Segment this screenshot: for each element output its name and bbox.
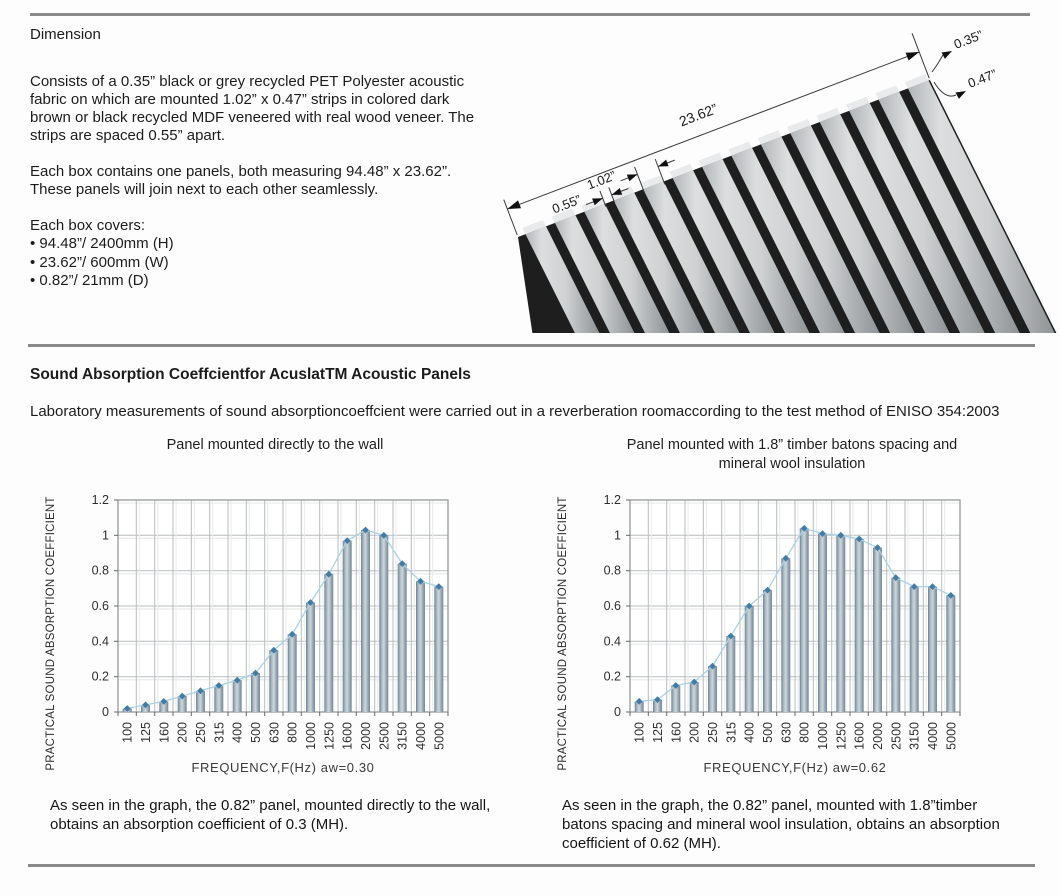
absorption-chart-right: 0 0.2 0.4 0.6 0.8 1 1.2 100 125 160 200 250 315 400 50… bbox=[557, 493, 961, 775]
svg-text:0: 0 bbox=[614, 705, 621, 719]
svg-text:1600: 1600 bbox=[853, 722, 867, 750]
svg-text:4000: 4000 bbox=[414, 722, 428, 750]
svg-text:200: 200 bbox=[688, 722, 702, 743]
caption-left: As seen in the graph, the 0.82” panel, m… bbox=[50, 797, 491, 833]
svg-text:PRACTICAL SOUND ABSORPTION COE: PRACTICAL SOUND ABSORPTION COEFFICIENT bbox=[557, 496, 569, 770]
svg-text:500: 500 bbox=[249, 722, 263, 743]
svg-text:100: 100 bbox=[121, 722, 135, 743]
svg-text:1000: 1000 bbox=[816, 722, 830, 750]
svg-text:5000: 5000 bbox=[432, 722, 446, 750]
svg-text:3150: 3150 bbox=[396, 722, 410, 750]
svg-text:160: 160 bbox=[157, 722, 171, 743]
svg-text:800: 800 bbox=[798, 722, 812, 743]
svg-text:0.4: 0.4 bbox=[604, 634, 621, 648]
svg-text:250: 250 bbox=[194, 722, 208, 743]
svg-text:250: 250 bbox=[706, 722, 720, 743]
svg-text:125: 125 bbox=[651, 722, 665, 743]
svg-text:FREQUENCY,F(Hz) aw=0.30: FREQUENCY,F(Hz) aw=0.30 bbox=[192, 760, 375, 775]
svg-text:0.2: 0.2 bbox=[92, 670, 109, 684]
chart-panel-wall: Panel mounted directly to the wall 0 0.2 0… bbox=[40, 436, 510, 853]
covers-title: Each box covers: bbox=[30, 217, 146, 234]
covers-item: • 94.48”/ 2400mm (H) bbox=[30, 235, 174, 252]
svg-text:315: 315 bbox=[212, 722, 226, 743]
svg-text:0.8: 0.8 bbox=[604, 564, 621, 578]
svg-text:0.35”: 0.35” bbox=[952, 27, 985, 52]
svg-text:630: 630 bbox=[779, 722, 793, 743]
svg-text:0.8: 0.8 bbox=[92, 564, 109, 578]
panel-drawing-svg: 23.62”0.55”1.02”0.35”0.47” bbox=[503, 27, 1057, 333]
covers-item: • 0.82”/ 21mm (D) bbox=[30, 272, 149, 289]
section-divider bbox=[28, 344, 1035, 347]
svg-text:2000: 2000 bbox=[359, 722, 373, 750]
svg-text:100: 100 bbox=[633, 722, 647, 743]
svg-text:315: 315 bbox=[724, 722, 738, 743]
dimension-paragraph-1: Consists of a 0.35” black or grey recycl… bbox=[30, 73, 475, 144]
absorption-chart-left: 0 0.2 0.4 0.6 0.8 1 1.2 100 125 160 200 250 315 400 50… bbox=[45, 493, 449, 775]
svg-text:1: 1 bbox=[614, 528, 621, 542]
absorption-heading: Sound Absorption Coeffcientfor AcuslatTM… bbox=[30, 366, 471, 383]
bottom-divider bbox=[28, 864, 1035, 867]
top-divider bbox=[30, 13, 1030, 16]
chart-title-right: Panel mounted with 1.8” timber batons sp… bbox=[626, 437, 958, 472]
svg-text:500: 500 bbox=[761, 722, 775, 743]
svg-text:1: 1 bbox=[102, 528, 109, 542]
svg-text:5000: 5000 bbox=[944, 722, 958, 750]
dimension-title: Dimension bbox=[30, 26, 101, 43]
svg-text:400: 400 bbox=[743, 722, 757, 743]
svg-text:23.62”: 23.62” bbox=[677, 100, 720, 129]
svg-text:1.02”: 1.02” bbox=[585, 168, 618, 193]
chart-panel-batons: Panel mounted with 1.8” timber batons sp… bbox=[552, 436, 1032, 853]
covers-list: • 94.48”/ 2400mm (H) • 23.62”/ 600mm (W)… bbox=[30, 235, 488, 291]
covers-item: • 23.62”/ 600mm (W) bbox=[30, 253, 169, 271]
svg-text:0.6: 0.6 bbox=[604, 599, 621, 613]
svg-text:1000: 1000 bbox=[304, 722, 318, 750]
svg-text:1.2: 1.2 bbox=[92, 493, 109, 507]
charts-row: Panel mounted directly to the wall 0 0.2 0… bbox=[0, 436, 1060, 853]
svg-text:800: 800 bbox=[286, 722, 300, 743]
svg-text:160: 160 bbox=[669, 722, 683, 743]
svg-text:630: 630 bbox=[267, 722, 281, 743]
svg-text:0.4: 0.4 bbox=[92, 634, 109, 648]
dimension-paragraph-2: Each box contains one panels, both measu… bbox=[30, 163, 452, 198]
svg-text:2500: 2500 bbox=[889, 722, 903, 750]
caption-right: As seen in the graph, the 0.82” panel, m… bbox=[562, 797, 1000, 852]
svg-text:3150: 3150 bbox=[908, 722, 922, 750]
svg-text:0.47”: 0.47” bbox=[966, 66, 999, 91]
dimension-section: Dimension Consists of a 0.35” black or g… bbox=[30, 26, 488, 291]
svg-text:125: 125 bbox=[139, 722, 153, 743]
svg-text:1.2: 1.2 bbox=[604, 493, 621, 507]
svg-text:4000: 4000 bbox=[926, 722, 940, 750]
svg-text:0.6: 0.6 bbox=[92, 599, 109, 613]
svg-text:PRACTICAL SOUND ABSORPTION COE: PRACTICAL SOUND ABSORPTION COEFFICIENT bbox=[45, 496, 57, 770]
svg-text:2500: 2500 bbox=[377, 722, 391, 750]
svg-text:400: 400 bbox=[231, 722, 245, 743]
svg-text:0: 0 bbox=[102, 705, 109, 719]
svg-text:1250: 1250 bbox=[834, 722, 848, 750]
svg-text:2000: 2000 bbox=[871, 722, 885, 750]
svg-text:200: 200 bbox=[176, 722, 190, 743]
svg-text:FREQUENCY,F(Hz) aw=0.62: FREQUENCY,F(Hz) aw=0.62 bbox=[704, 760, 887, 775]
svg-text:1600: 1600 bbox=[341, 722, 355, 750]
svg-text:0.2: 0.2 bbox=[604, 670, 621, 684]
absorption-intro: Laboratory measurements of sound absorpt… bbox=[30, 403, 1000, 420]
svg-text:1250: 1250 bbox=[322, 722, 336, 750]
chart-title-left: Panel mounted directly to the wall bbox=[166, 437, 384, 453]
